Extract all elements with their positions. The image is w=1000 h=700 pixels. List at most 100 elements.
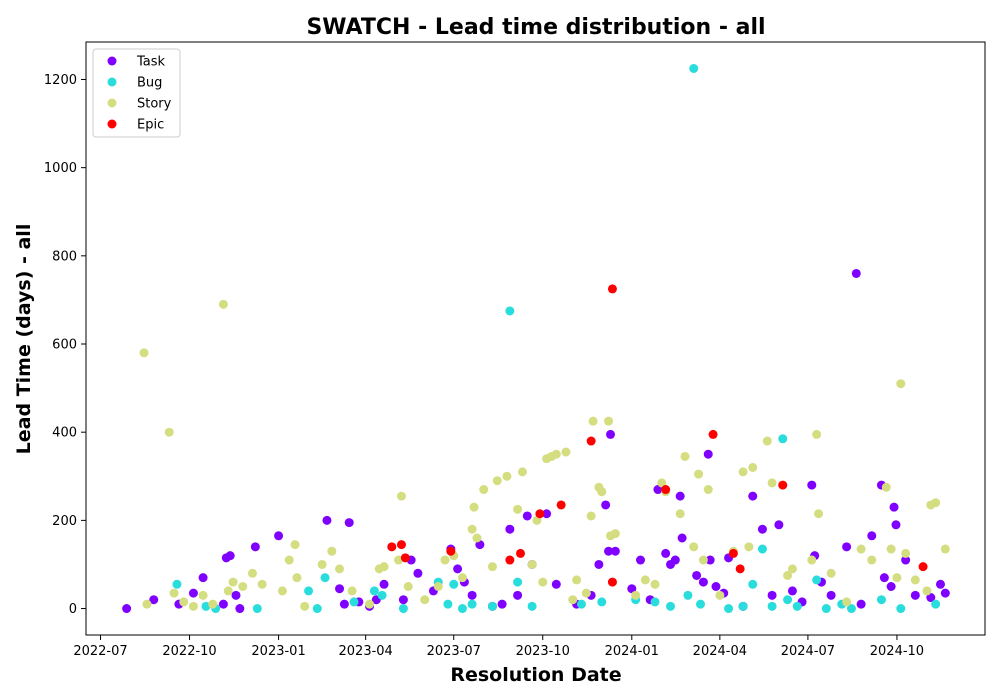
story-point: [469, 502, 479, 512]
bug-point: [812, 575, 822, 585]
bug-point: [467, 599, 477, 609]
legend-label-story: Story: [137, 97, 172, 112]
task-point: [851, 268, 861, 278]
x-tick-label: 2024-07: [781, 644, 835, 659]
story-point: [561, 447, 571, 457]
story-point: [223, 586, 233, 596]
story-point: [744, 542, 754, 552]
story-point: [604, 416, 614, 426]
bug-point: [767, 601, 777, 611]
bug-point: [821, 604, 831, 614]
plot-frame: [85, 41, 986, 636]
story-point: [715, 590, 725, 600]
bug-point: [449, 579, 459, 589]
story-point: [440, 555, 450, 565]
bug-point: [931, 599, 941, 609]
task-point: [889, 502, 899, 512]
bug-point: [683, 590, 693, 600]
bug-point: [527, 601, 537, 611]
bug-point: [487, 601, 497, 611]
bug-point: [252, 604, 262, 614]
story-point: [300, 601, 310, 611]
task-point: [670, 555, 680, 565]
story-point: [527, 559, 537, 569]
bug-point: [689, 63, 699, 73]
story-point: [783, 570, 793, 580]
task-point: [198, 573, 208, 583]
story-point: [457, 573, 467, 583]
chart-title: SWATCH - Lead time distribution - all: [306, 15, 765, 40]
task-point: [856, 599, 866, 609]
task-point: [842, 542, 852, 552]
legend-marker-task: [107, 56, 117, 66]
task-point: [926, 593, 936, 603]
legend-marker-bug: [107, 77, 117, 87]
epic-point: [607, 284, 617, 294]
task-point: [748, 491, 758, 501]
story-point: [767, 478, 777, 488]
task-point: [711, 582, 721, 591]
bug-point: [457, 604, 467, 614]
story-point: [931, 498, 941, 508]
story-point: [335, 564, 345, 574]
story-point: [492, 476, 502, 486]
task-point: [879, 573, 889, 583]
story-point: [812, 429, 822, 439]
story-point: [640, 575, 650, 585]
story-point: [257, 579, 267, 589]
task-point: [826, 590, 836, 600]
task-point: [653, 485, 663, 495]
legend-label-bug: Bug: [137, 76, 162, 91]
task-point: [551, 579, 561, 589]
task-point: [675, 491, 685, 501]
story-point: [901, 548, 911, 558]
task-point: [453, 564, 463, 574]
story-point: [657, 478, 667, 488]
bug-point: [304, 586, 314, 596]
story-point: [479, 485, 489, 495]
task-point: [692, 570, 702, 580]
task-point: [250, 542, 260, 552]
task-point: [601, 500, 611, 510]
task-point: [703, 449, 713, 459]
epic-point: [505, 555, 515, 565]
story-point: [551, 449, 561, 459]
story-point: [896, 379, 906, 389]
story-point: [586, 511, 596, 521]
story-point: [433, 582, 443, 591]
task-point: [379, 579, 389, 589]
story-point: [748, 462, 758, 472]
task-point: [787, 586, 797, 596]
task-point: [705, 555, 715, 565]
story-point: [208, 599, 218, 609]
story-point: [572, 575, 582, 585]
legend-marker-story: [107, 98, 117, 108]
x-tick-label: 2024-10: [870, 644, 924, 659]
task-point: [225, 551, 235, 561]
story-point: [517, 467, 527, 477]
task-point: [604, 546, 614, 556]
y-tick-label: 600: [52, 338, 77, 353]
story-point: [487, 562, 497, 572]
epic-point: [400, 553, 410, 563]
legend-box: [92, 48, 181, 138]
legend-label-task: Task: [136, 55, 166, 70]
story-point: [292, 573, 302, 583]
story-point: [675, 509, 685, 519]
x-tick-label: 2023-07: [427, 644, 481, 659]
y-tick-label: 1000: [44, 161, 77, 176]
x-tick-label: 2022-07: [73, 644, 127, 659]
bug-point: [876, 595, 886, 605]
story-point: [698, 555, 708, 565]
story-point: [680, 451, 690, 461]
epic-point: [586, 436, 596, 446]
x-axis-label: Resolution Date: [450, 664, 621, 686]
story-point: [403, 582, 413, 591]
story-point: [277, 586, 287, 596]
task-point: [335, 584, 345, 594]
task-point: [542, 509, 552, 519]
story-point: [290, 540, 300, 550]
task-point: [149, 595, 159, 605]
story-point: [610, 529, 620, 539]
